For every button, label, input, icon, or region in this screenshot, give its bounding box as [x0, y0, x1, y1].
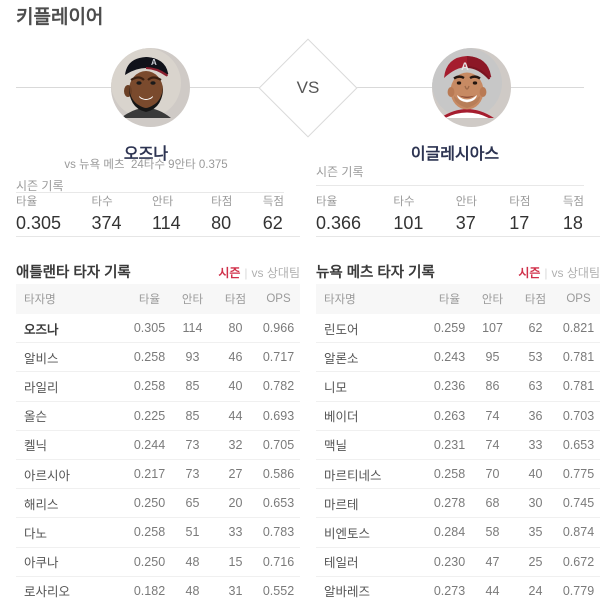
svg-text:A: A — [461, 61, 469, 73]
svg-text:A: A — [151, 58, 157, 67]
